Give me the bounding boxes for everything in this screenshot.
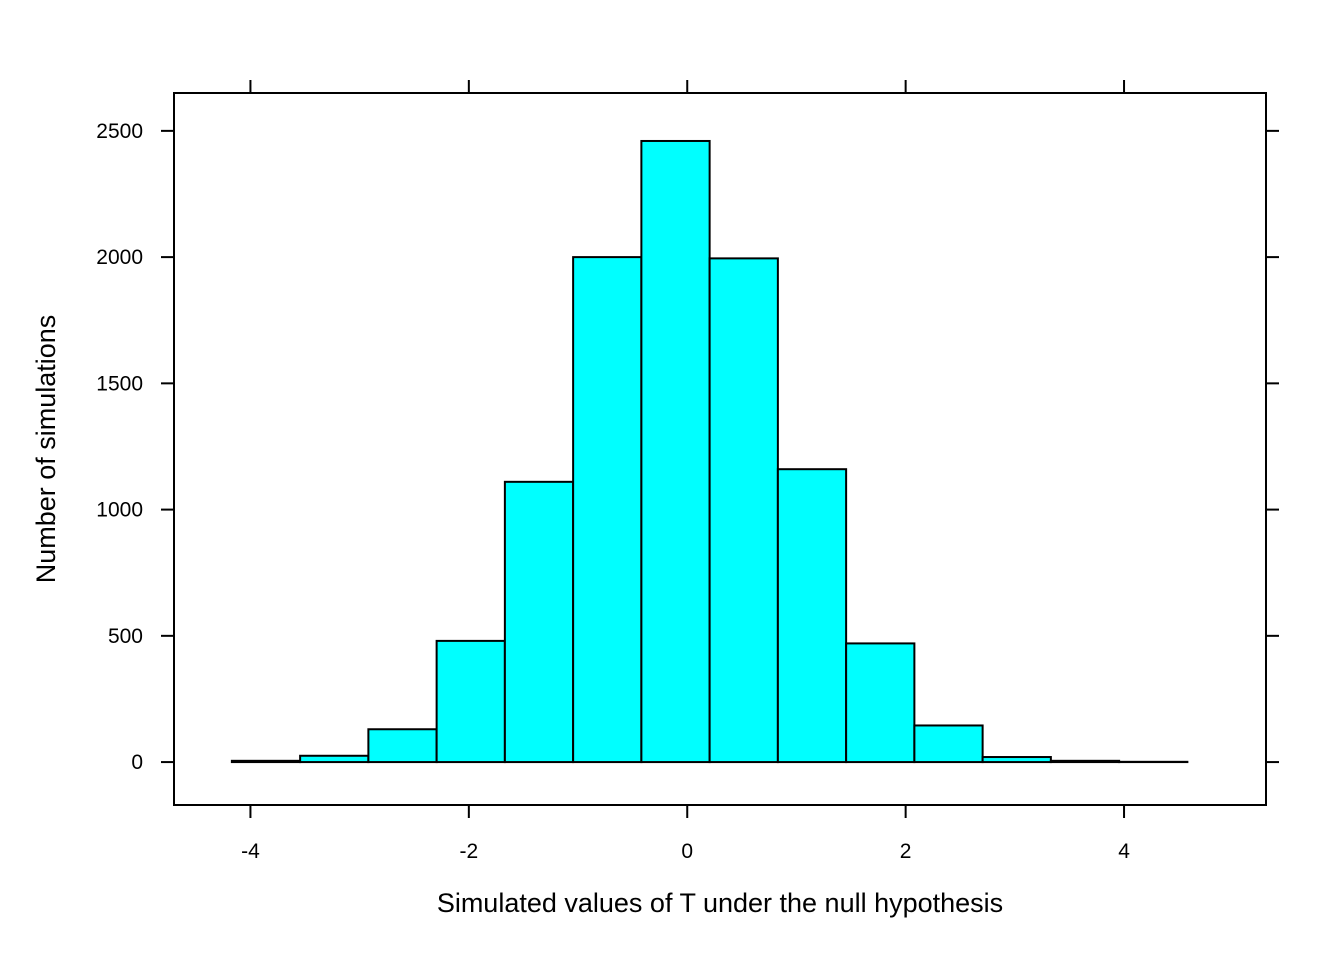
- y-tick-label: 0: [131, 751, 143, 774]
- y-axis-ticks: 0 500 1000 1500 2000 2500: [96, 120, 1279, 774]
- histogram-bar-11: [913, 724, 984, 764]
- histogram-bar-7: [640, 139, 711, 764]
- y-tick-label: 1000: [96, 499, 143, 522]
- histogram-bars: [230, 139, 1189, 764]
- histogram-bar-6: [572, 256, 643, 764]
- histogram-bar-8: [708, 257, 779, 764]
- histogram-bar-12: [981, 756, 1052, 764]
- histogram-bar-4: [435, 639, 506, 764]
- y-axis-label: Number of simulations: [31, 315, 61, 584]
- x-axis-label: Simulated values of T under the null hyp…: [437, 888, 1003, 918]
- histogram-bar-10: [845, 642, 916, 764]
- histogram-bar-1: [230, 759, 302, 764]
- y-tick-label: 500: [108, 625, 143, 648]
- x-tick-label: 4: [1118, 840, 1130, 863]
- histogram-bar-13: [1049, 759, 1121, 764]
- histogram-bar-9: [776, 468, 848, 764]
- x-tick-label: -2: [459, 840, 478, 863]
- histogram-bar-3: [367, 728, 438, 764]
- histogram-bar-2: [299, 754, 370, 764]
- x-axis-ticks: -4 -2 0 2 4: [241, 80, 1130, 863]
- plot-frame: [173, 92, 1267, 806]
- y-tick-label: 2000: [96, 246, 143, 269]
- x-tick-label: 0: [681, 840, 693, 863]
- x-tick-label: 2: [900, 840, 912, 863]
- y-tick-label: 1500: [96, 372, 143, 395]
- histogram-bar-5: [503, 480, 575, 764]
- y-tick-label: 2500: [96, 120, 143, 143]
- x-tick-label: -4: [241, 840, 260, 863]
